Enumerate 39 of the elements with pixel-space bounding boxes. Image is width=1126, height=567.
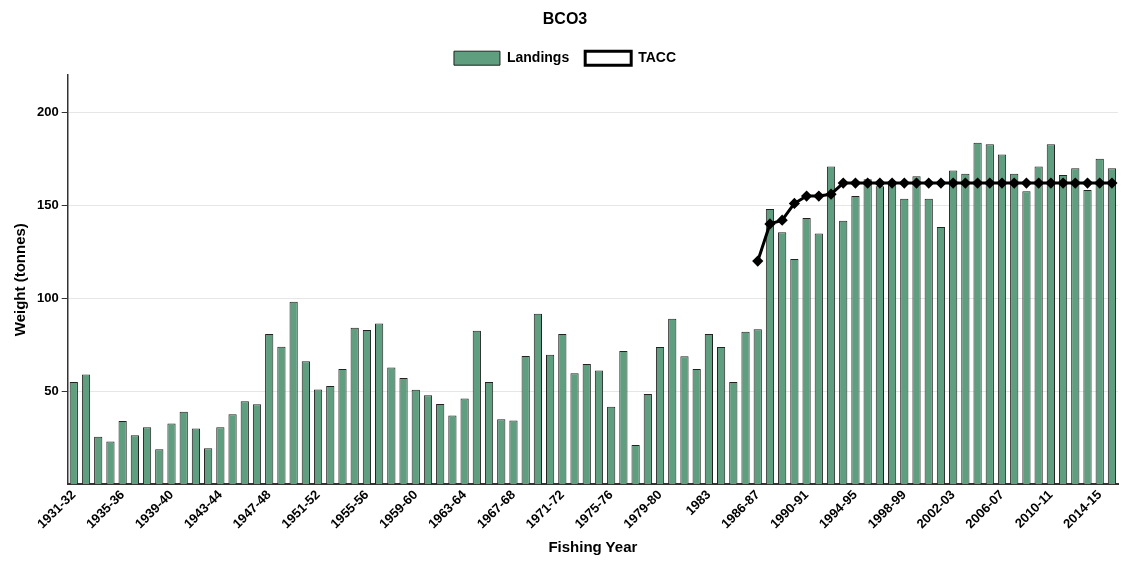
point [911, 178, 922, 189]
point [838, 178, 849, 189]
point [874, 178, 885, 189]
point [1070, 178, 1081, 189]
point [1021, 178, 1032, 189]
point [960, 178, 971, 189]
point [764, 218, 775, 229]
y-tick-label: 150 [36, 196, 59, 212]
point [899, 178, 910, 189]
y-tick-label: 50 [44, 382, 59, 398]
y-tick-label: 100 [36, 289, 59, 305]
point [1009, 178, 1020, 189]
point [801, 191, 812, 202]
y-axis-title: Weight (tonnes) [11, 223, 29, 337]
point [1106, 178, 1117, 189]
point [972, 178, 983, 189]
y-tick-label: 200 [36, 103, 59, 119]
point [752, 256, 763, 267]
point [777, 215, 788, 226]
point [1094, 178, 1105, 189]
chart-title: BCO3 [542, 10, 588, 28]
point [862, 178, 873, 189]
point [1045, 178, 1056, 189]
point [1033, 178, 1044, 189]
point [1058, 178, 1069, 189]
point [826, 189, 837, 200]
point [997, 178, 1008, 189]
point [887, 178, 898, 189]
point [948, 178, 959, 189]
point [789, 198, 800, 209]
legend-label: TACC [638, 49, 677, 66]
point [935, 178, 946, 189]
point [850, 178, 861, 189]
point [923, 178, 934, 189]
legend-label: Landings [506, 49, 570, 66]
x-axis-title: Fishing Year [548, 538, 638, 556]
point [1082, 178, 1093, 189]
point [813, 191, 824, 202]
point [984, 178, 995, 189]
